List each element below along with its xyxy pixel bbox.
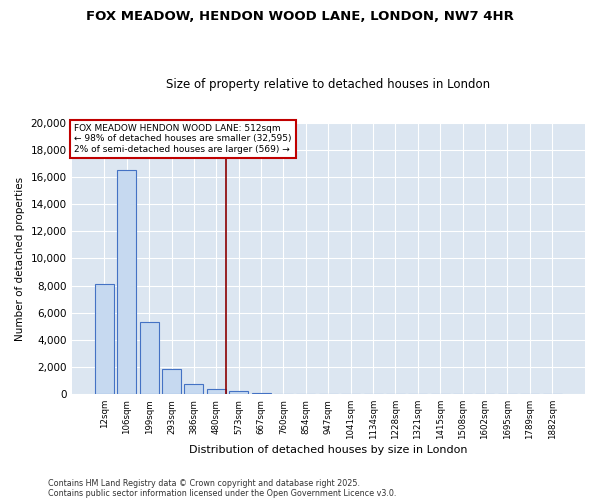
Bar <box>207 390 226 394</box>
Bar <box>117 170 136 394</box>
Title: Size of property relative to detached houses in London: Size of property relative to detached ho… <box>166 78 490 91</box>
Text: FOX MEADOW HENDON WOOD LANE: 512sqm
← 98% of detached houses are smaller (32,595: FOX MEADOW HENDON WOOD LANE: 512sqm ← 98… <box>74 124 292 154</box>
Y-axis label: Number of detached properties: Number of detached properties <box>15 176 25 340</box>
X-axis label: Distribution of detached houses by size in London: Distribution of detached houses by size … <box>189 445 467 455</box>
Bar <box>229 392 248 394</box>
Bar <box>162 369 181 394</box>
Bar <box>140 322 158 394</box>
Bar <box>184 384 203 394</box>
Text: Contains public sector information licensed under the Open Government Licence v3: Contains public sector information licen… <box>48 488 397 498</box>
Text: Contains HM Land Registry data © Crown copyright and database right 2025.: Contains HM Land Registry data © Crown c… <box>48 478 360 488</box>
Bar <box>251 393 271 394</box>
Bar <box>95 284 114 394</box>
Text: FOX MEADOW, HENDON WOOD LANE, LONDON, NW7 4HR: FOX MEADOW, HENDON WOOD LANE, LONDON, NW… <box>86 10 514 23</box>
